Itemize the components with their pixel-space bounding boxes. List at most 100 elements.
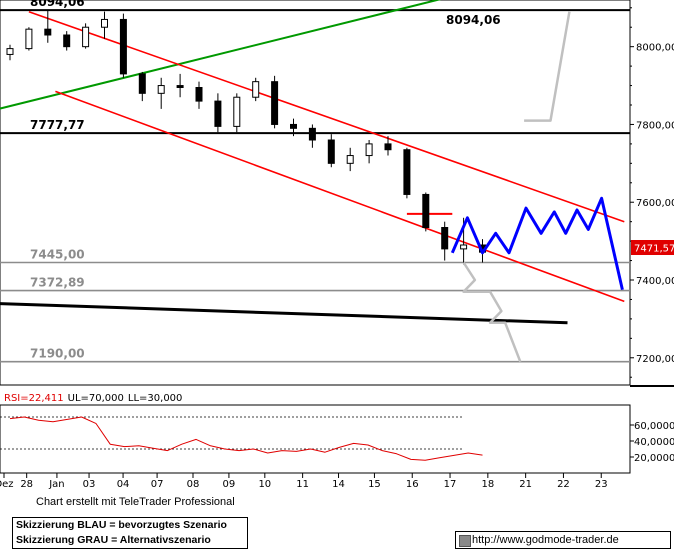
rsi-tick-label: 20,0000 [634,453,674,464]
long-term-trend-line [0,302,568,325]
candle [252,77,260,102]
candle [195,81,203,109]
rsi-ll-label: LL=30,000 [128,393,183,404]
price-level-lines: 8094,06 7777,77 7445,00 7372,89 7190,00 8094,… [0,0,630,363]
candle-body [138,73,146,94]
rsi-tick-label: 60,0000 [634,421,674,432]
candle-body [119,18,127,75]
price-panel-frame [0,0,631,386]
scenario-legend: Skizzierung BLAU = bevorzugtes Szenario … [12,517,248,549]
candle-body [252,81,260,98]
candle [214,93,222,133]
candle-body [346,155,354,164]
price-tick-label: 7800,00 [636,120,674,131]
x-tick-label: 18 [481,479,494,490]
blue-scenario [450,196,624,291]
website-link[interactable]: http://www.godmode-trader.de [455,531,671,549]
candle-body [441,227,449,250]
candle-body [176,85,184,89]
candle [138,71,146,102]
red-channel-upper [28,10,625,223]
candle [63,31,71,51]
candle-body [6,48,14,55]
candle [82,23,90,49]
x-tick-label: 07 [151,479,164,490]
x-tick-label: 21 [519,479,532,490]
candle [6,44,14,61]
current-price-tag: 7471,57 [631,240,674,255]
green-trend-line [0,0,442,110]
candle-body [101,18,108,28]
candle [384,136,392,156]
rsi-panel-frame [0,404,631,474]
x-tick-label: 16 [406,479,419,490]
candle-body [460,244,468,250]
x-tick-label: 03 [83,479,96,490]
candle [271,75,279,129]
level-label-right: 8094,06 [446,13,501,27]
current-price-label: 7471,57 [634,244,674,255]
candle [346,147,354,172]
x-tick-label: 22 [557,479,570,490]
candle-body [403,149,411,195]
website-logo-icon [459,535,471,547]
x-tick-label: 15 [368,479,381,490]
candle-body [271,81,279,125]
candle-body [422,193,430,228]
rsi-series [9,416,483,461]
candle [365,140,373,164]
x-tick-label: Jan [48,479,64,490]
candle-body [308,127,316,141]
level-label: 8094,06 [30,0,85,9]
trend-lines [0,0,625,325]
candle-body [82,26,90,48]
price-y-axis: 8000,00 7800,00 7600,00 7400,00 7200,00 [630,7,674,378]
candle [308,124,316,148]
price-tick-label: 7400,00 [636,276,674,287]
chart-credit: Chart erstellt mit TeleTrader Profession… [36,496,235,508]
candle-body [63,34,71,48]
candle [119,13,127,78]
candle [233,93,241,133]
candle [441,221,449,261]
price-tick-label: 7200,00 [636,354,674,365]
x-tick-label: 17 [444,479,457,490]
gray-scenario-lower [462,261,522,363]
candle [157,77,165,109]
rsi-limit-lines [0,416,462,450]
x-tick-label: 09 [223,479,236,490]
x-tick-label: 08 [187,479,200,490]
website-url: http://www.godmode-trader.de [472,534,619,546]
candle-body [365,143,373,157]
legend-blue-scenario: Skizzierung BLAU = bevorzugtes Szenario [16,519,227,531]
candlestick-series [6,10,486,265]
date-x-axis: Dez 28 Jan 03 04 07 08 09 10 11 14 15 16 17 18 21 22 23 [0,473,608,490]
x-tick-label: 14 [332,479,345,490]
gray-scenario-upper [524,11,571,122]
x-tick-label: 23 [595,479,608,490]
x-tick-label: 11 [296,479,309,490]
rsi-line [9,416,483,461]
rsi-header: RSI=22,411 UL=70,000 LL=30,000 [4,393,182,404]
candle-body [214,100,222,127]
candle-body [44,28,52,36]
rsi-value-label: RSI=22,411 [4,393,64,404]
x-tick-label: 04 [117,479,130,490]
candle [422,192,430,232]
candle [176,73,184,98]
candle-body [384,143,392,151]
price-tick-label: 8000,00 [636,43,674,54]
rsi-y-axis: 60,0000 40,0000 20,0000 [630,421,674,464]
candle [403,147,411,199]
candle-body [290,123,297,129]
legend-gray-scenario: Skizzierung GRAU = Alternativszenario [16,534,211,546]
candle-body [157,85,165,94]
red-channel-lower [55,90,625,303]
candle-body [233,96,241,127]
level-label: 7777,77 [30,118,85,132]
candle-body [195,87,203,102]
candle-body [25,28,33,50]
candle [44,10,52,43]
x-tick-label: 10 [258,479,271,490]
